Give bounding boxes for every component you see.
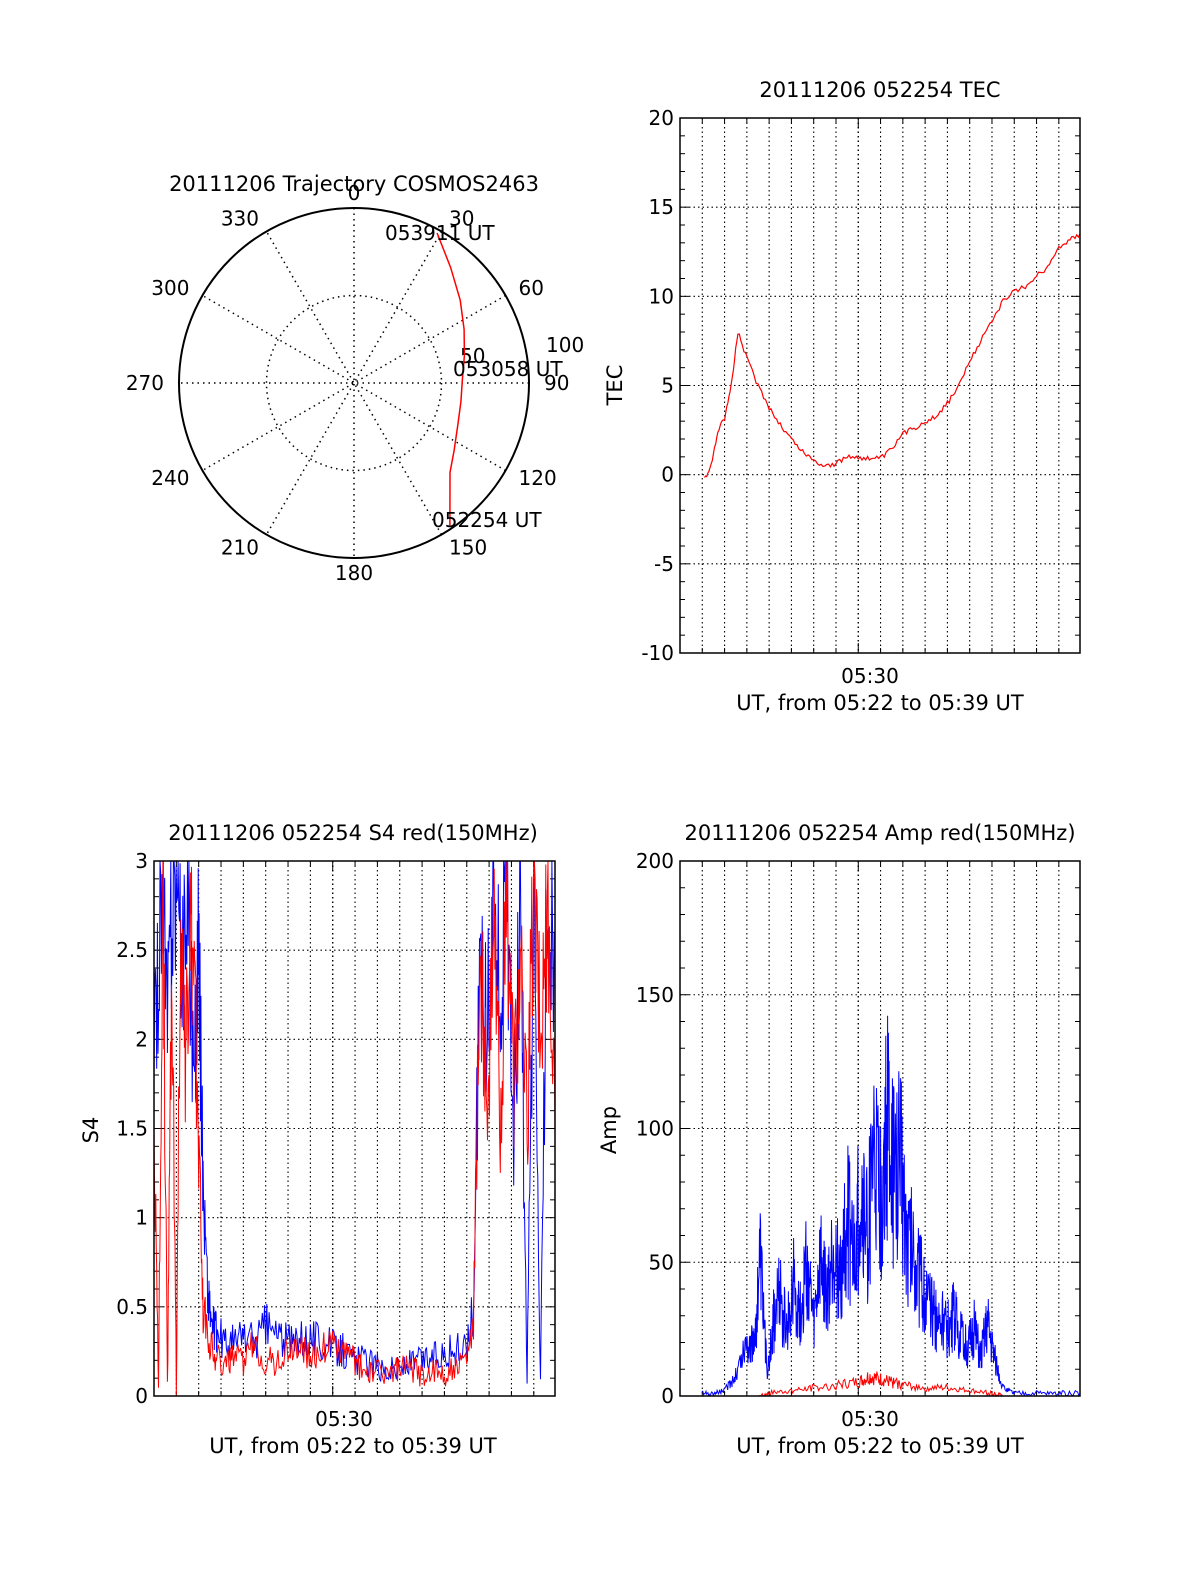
amp-ytick-label-100: 100: [636, 1117, 674, 1141]
s4-gridlines: [154, 861, 555, 1396]
s4-title: 20111206 052254 S4 red(150MHz): [168, 821, 538, 845]
polar-angle-label-240: 240: [151, 466, 189, 490]
amp-y-axis-label: Amp: [597, 1106, 621, 1154]
amp-series-line-0: [701, 1015, 1081, 1397]
tec-ytick-label-10: 10: [649, 284, 674, 308]
s4-ytick-label-2: 2: [135, 1027, 148, 1051]
polar-angle-label-180: 180: [335, 561, 373, 585]
s4-series-line-0: [153, 860, 556, 1384]
tec-series: [704, 233, 1081, 478]
polar-angle-label-30: 30: [449, 206, 474, 230]
amp-series: [701, 1015, 1081, 1398]
s4-ytick-label-2.5: 2.5: [116, 938, 148, 962]
polar-spoke-60: [202, 294, 506, 472]
amp-gridlines: [680, 861, 1080, 1396]
amp-x-axis-label: UT, from 05:22 to 05:39 UT: [736, 1434, 1024, 1458]
polar-angle-label-300: 300: [151, 276, 189, 300]
annotation-start-time: 052254 UT: [432, 508, 542, 532]
amp-ytick-label-150: 150: [636, 983, 674, 1007]
s4-plot: 20111206 052254 S4 red(150MHz) 0 0.5 1 1.5 2…: [79, 821, 556, 1458]
s4-ytick-label-1: 1: [135, 1206, 148, 1230]
polar-angle-label-330: 330: [221, 206, 259, 230]
tec-ytick-label-0: 0: [661, 463, 674, 487]
polar-trajectory-plot: 20111206 Trajectory COSMOS2463 0 30 60 90 12…: [126, 172, 584, 585]
s4-y-tick-labels: 0 0.5 1 1.5 2 2.5 3: [116, 849, 148, 1408]
polar-title: 20111206 Trajectory COSMOS2463: [169, 172, 539, 196]
polar-spokes: [179, 208, 529, 558]
tec-y-axis-label: TEC: [603, 365, 627, 407]
s4-ytick-label-0: 0: [135, 1384, 148, 1408]
polar-angle-label-0: 0: [348, 181, 361, 205]
s4-ytick-label-1.5: 1.5: [116, 1117, 148, 1141]
s4-x-axis-label: UT, from 05:22 to 05:39 UT: [209, 1434, 497, 1458]
s4-ytick-label-0.5: 0.5: [116, 1295, 148, 1319]
amp-ytick-label-200: 200: [636, 849, 674, 873]
polar-angle-label-90: 90: [544, 371, 569, 395]
tec-frame: [679, 117, 1081, 654]
polar-angle-label-150: 150: [449, 536, 487, 560]
tec-title: 20111206 052254 TEC: [759, 78, 1000, 102]
tec-ytick-label-15: 15: [649, 195, 674, 219]
polar-spoke-30: [265, 231, 443, 535]
polar-spoke-150: [265, 231, 443, 535]
amp-x-tick-label: 05:30: [841, 1407, 899, 1431]
s4-series: [153, 860, 556, 1395]
polar-radius-label-100: 100: [546, 333, 584, 357]
annotation-end-time: 053911 UT: [385, 221, 495, 245]
amp-title: 20111206 052254 Amp red(150MHz): [684, 821, 1075, 845]
tec-ytick-label-20: 20: [649, 106, 674, 130]
tec-y-tick-labels: -10 -5 0 5 10 15 20: [641, 106, 674, 665]
amp-ytick-label-0: 0: [661, 1384, 674, 1408]
polar-inner-ring: [265, 294, 443, 472]
annotation-mid-time: 053058 UT: [453, 357, 563, 381]
s4-y-axis-label: S4: [79, 1117, 103, 1144]
polar-angle-label-120: 120: [519, 466, 557, 490]
s4-x-tick-label: 05:30: [315, 1407, 373, 1431]
tec-ytick-label--5: -5: [654, 552, 674, 576]
tec-ticks: [680, 117, 1080, 654]
tec-x-tick-label: 05:30: [841, 664, 899, 688]
tec-x-axis-label: UT, from 05:22 to 05:39 UT: [736, 691, 1024, 715]
s4-frame: [153, 860, 556, 1397]
amp-plot: 20111206 052254 Amp red(150MHz) 0 50 100 15…: [597, 821, 1081, 1458]
tec-ytick-label-5: 5: [661, 374, 674, 398]
s4-ytick-label-3: 3: [135, 849, 148, 873]
tec-ytick-label--10: -10: [641, 641, 674, 665]
polar-spoke-120: [202, 294, 506, 472]
amp-frame: [679, 860, 1081, 1397]
trajectory-line: [436, 232, 466, 526]
polar-angle-label-210: 210: [221, 536, 259, 560]
tec-gridlines: [680, 118, 1080, 653]
polar-angle-labels: 0 30 60 90 120 150 180 210 240 270 300 330: [126, 181, 570, 585]
tec-series-line-0: [704, 233, 1081, 478]
polar-angle-label-60: 60: [519, 276, 544, 300]
amp-y-tick-labels: 0 50 100 150 200: [636, 849, 674, 1408]
polar-angle-label-270: 270: [126, 371, 164, 395]
s4-series-line-1: [153, 860, 556, 1395]
amp-series-line-1: [758, 1371, 1004, 1398]
amp-ytick-label-50: 50: [649, 1250, 674, 1274]
